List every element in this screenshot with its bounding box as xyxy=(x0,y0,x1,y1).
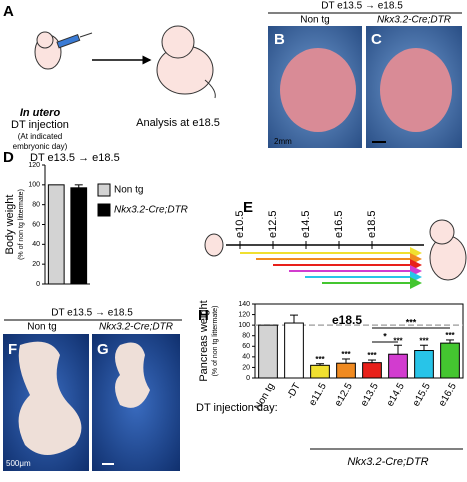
panel-label: G xyxy=(97,341,109,358)
x-tick-label: e13.5 xyxy=(359,381,381,409)
y-tick-label: 20 xyxy=(32,261,40,268)
y-tick-label: 60 xyxy=(242,343,250,350)
text: (At indicated xyxy=(18,132,62,141)
panel-label: F xyxy=(8,341,17,358)
bar xyxy=(284,322,304,379)
text: DT injection xyxy=(11,119,69,131)
bar xyxy=(310,364,330,379)
y-tick-label: 40 xyxy=(32,241,40,248)
x-axis-label: DT injection day: xyxy=(196,402,278,414)
photo-title: Nkx3.2-Cre;DTR xyxy=(377,15,451,26)
legend-label: Nkx3.2-Cre;DTR xyxy=(114,205,188,216)
bracket-label: *** xyxy=(406,317,417,327)
legend-label: Non tg xyxy=(114,185,143,196)
panel-label: B xyxy=(274,31,285,48)
x-tick-label: e14.5 xyxy=(385,381,407,409)
panel-label: D xyxy=(3,149,14,166)
photo-title: Non tg xyxy=(300,15,329,26)
y-axis-label: (% of non tg littermate) xyxy=(212,306,219,377)
significance: *** xyxy=(315,355,325,364)
bar xyxy=(440,342,460,379)
text: Analysis at e18.5 xyxy=(136,117,220,129)
bar xyxy=(362,362,382,379)
day-label: e14.5 xyxy=(300,210,312,238)
error-bar xyxy=(290,314,298,324)
y-tick-label: 120 xyxy=(28,162,40,169)
y-tick-label: 100 xyxy=(238,322,250,329)
pup-illustration xyxy=(156,25,216,99)
header: DT e13.5 → e18.5 xyxy=(321,1,403,12)
significance: *** xyxy=(393,336,403,345)
photo-title: Nkx3.2-Cre;DTR xyxy=(99,322,173,333)
dt-arrows xyxy=(240,247,422,289)
y-tick-label: 20 xyxy=(242,364,250,371)
pup-illustration xyxy=(429,219,467,281)
pancreas-photo xyxy=(18,341,82,455)
y-tick-label: 0 xyxy=(246,375,250,382)
bar xyxy=(258,324,278,379)
text: embryonic day) xyxy=(13,142,68,151)
scale-label: 500μm xyxy=(6,459,31,468)
chart-title: e18.5 xyxy=(332,313,362,327)
error-bar xyxy=(342,358,350,364)
y-tick-label: 80 xyxy=(32,202,40,209)
y-axis-label: Pancreas weight xyxy=(198,300,210,381)
pup-photo xyxy=(380,48,452,132)
bar xyxy=(336,362,356,379)
legend-swatch xyxy=(97,183,111,197)
text: In utero xyxy=(20,107,61,119)
pup-photo xyxy=(280,48,356,132)
bar xyxy=(47,184,65,285)
photo-title: Non tg xyxy=(27,322,56,333)
error-bar xyxy=(446,339,454,344)
significance: *** xyxy=(341,350,351,359)
error-bar xyxy=(74,184,83,188)
x-tick-label: e11.5 xyxy=(307,381,329,408)
bar xyxy=(70,187,88,285)
error-bar xyxy=(368,359,376,363)
legend-swatch xyxy=(97,203,111,217)
scale-label: 2mm xyxy=(274,137,292,146)
x-tick-label: e15.5 xyxy=(411,381,433,409)
day-label: e10.5 xyxy=(234,210,246,238)
embryo-illustration xyxy=(34,31,93,70)
y-tick-label: 140 xyxy=(238,301,250,308)
y-axis-label: Body weight xyxy=(4,195,16,255)
error-bar xyxy=(316,363,324,366)
y-tick-label: 60 xyxy=(32,221,40,228)
y-tick-label: 0 xyxy=(36,281,40,288)
day-label: e18.5 xyxy=(366,210,378,238)
significance: *** xyxy=(419,336,429,345)
panel-label: C xyxy=(371,31,382,48)
y-axis-label: (% of non tg littermate) xyxy=(18,189,25,260)
y-tick-label: 80 xyxy=(242,333,250,340)
y-tick-label: 100 xyxy=(28,182,40,189)
embryo-illustration xyxy=(204,233,224,257)
x-tick-label: e16.5 xyxy=(437,381,459,409)
panel-label: H xyxy=(198,307,209,324)
bar xyxy=(414,350,434,379)
chart-title: DT e13.5 → e18.5 xyxy=(30,152,120,164)
day-label: e12.5 xyxy=(267,210,279,238)
y-tick-label: 40 xyxy=(242,354,250,361)
bar xyxy=(388,353,408,379)
day-label: e16.5 xyxy=(333,210,345,238)
group-label: Nkx3.2-Cre;DTR xyxy=(347,456,428,468)
significance: *** xyxy=(445,331,455,340)
panel-label: A xyxy=(3,3,14,20)
x-tick-label: -DT xyxy=(285,381,303,401)
pancreas-photo xyxy=(115,342,150,408)
error-bar xyxy=(394,344,402,355)
bracket-label: * xyxy=(383,331,387,341)
y-tick-label: 120 xyxy=(238,311,250,318)
significance: *** xyxy=(367,351,377,360)
error-bar xyxy=(420,344,428,351)
panel-label: E xyxy=(243,199,253,216)
header: DT e13.5 → e18.5 xyxy=(51,308,133,319)
x-tick-label: e12.5 xyxy=(333,381,355,409)
